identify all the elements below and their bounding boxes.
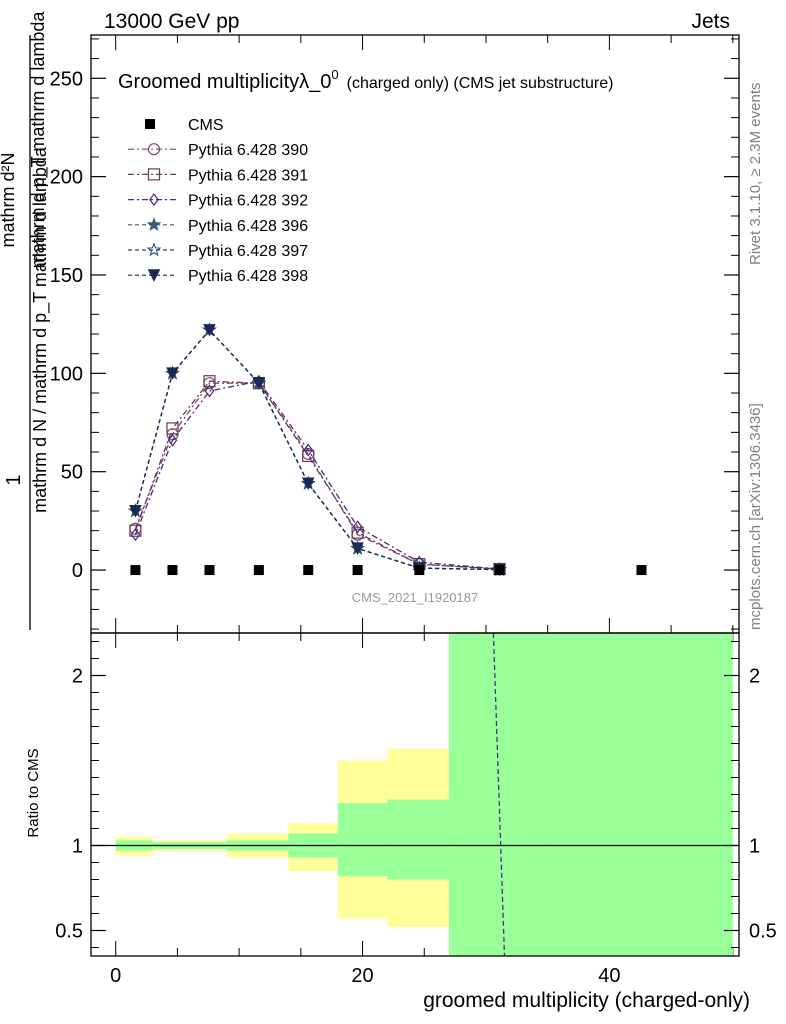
series-line	[134, 380, 500, 570]
series-point	[303, 443, 314, 457]
legend-marker	[149, 193, 159, 207]
rivet-label: Rivet 3.1.10, ≥ 2.3M events	[747, 83, 764, 266]
legend-label: Pythia 6.428 392	[188, 193, 308, 210]
y-tick-label: 200	[50, 167, 83, 189]
series-point	[351, 526, 364, 539]
series-point	[352, 520, 363, 534]
legend-marker	[147, 143, 161, 156]
y-tick-label: 50	[61, 462, 83, 484]
cms-data	[130, 565, 647, 576]
ratio-band-green	[547, 633, 733, 956]
series-point	[351, 542, 364, 556]
y-tick-label: 100	[50, 363, 83, 385]
y-tick-label: 0	[72, 560, 83, 582]
series-point	[301, 477, 315, 491]
legend-marker-cms	[145, 119, 155, 129]
main-ylabel: 1 mathrm d N / mathrm d p_T mathrm d lam…	[0, 11, 51, 630]
legend-label: Pythia 6.428 390	[188, 142, 308, 159]
legend: CMS Pythia 6.428 390 Pythia 6.428 391 Pythi…	[128, 117, 308, 285]
ratio-y-tick-label: 1	[72, 836, 83, 858]
series-point	[129, 524, 142, 537]
header-category: Jets	[691, 10, 730, 33]
cms-point	[303, 565, 314, 576]
series-line	[134, 380, 500, 570]
series-line	[134, 329, 500, 571]
ylabel-denominator: mathrm d N / mathrm d p_T mathrm d lambd…	[30, 146, 51, 513]
y-tick-label: 150	[50, 265, 83, 287]
series-2	[129, 375, 506, 576]
ratio-y-tick-label: 0.5	[55, 921, 83, 943]
ratio-band-green	[387, 799, 449, 880]
mcplots-label: mcplots.cern.ch [arXiv:1306.3436]	[747, 403, 764, 630]
ylabel-top-denominator: mathrm d p_T mathrm d lambda	[28, 11, 49, 269]
ratio-y-tick-label-right: 1	[749, 836, 760, 858]
legend-marker	[147, 168, 161, 181]
series-point	[129, 505, 142, 518]
ratio-frame	[90, 632, 740, 957]
series-line	[134, 329, 500, 571]
series-5	[128, 322, 507, 576]
ratio-plot: 0 20 40 0.5 0.5 1 1 2 2	[55, 632, 777, 987]
x-tick-label: 20	[351, 965, 373, 987]
cms-point	[130, 565, 141, 576]
cms-point	[414, 565, 425, 576]
cms-point	[204, 565, 215, 576]
title-subtitle: (charged only) (CMS jet substructure)	[347, 75, 614, 92]
x-axis-label: groomed multiplicity (charged-only)	[423, 989, 750, 1012]
ratio-y-tick-label-right: 2	[749, 666, 760, 688]
main-plot: 0 50 100 150 200 250	[50, 35, 739, 633]
title-main: Groomed multiplicityλ_0	[118, 71, 331, 93]
ylabel-numerator: 1	[3, 474, 25, 485]
cms-point	[167, 565, 178, 576]
series-point	[204, 384, 215, 398]
series-point	[252, 377, 266, 390]
cms-point	[636, 565, 647, 576]
ylabel-top-numerator: mathrm d²N	[0, 152, 18, 247]
plot-title: Groomed multiplicityλ_00 (charged only) (…	[118, 67, 613, 93]
x-tick-label: 0	[110, 965, 121, 987]
series-point	[203, 375, 216, 388]
ratio-y-tick-label-right: 0.5	[749, 921, 777, 943]
legend-label: Pythia 6.428 397	[188, 243, 308, 260]
title-superscript: 0	[331, 67, 338, 82]
cms-point	[352, 565, 363, 576]
analysis-label: CMS_2021_I1920187	[352, 590, 479, 605]
series-point	[130, 528, 141, 542]
series-3	[130, 374, 505, 576]
series-1	[129, 377, 506, 576]
legend-label-cms: CMS	[188, 117, 224, 134]
series-line	[134, 382, 500, 570]
series-point	[167, 433, 178, 447]
header-process: 13000 GeV pp	[104, 10, 239, 33]
ratio-series-line	[492, 632, 506, 957]
series-6	[129, 324, 506, 577]
series-4	[128, 322, 507, 576]
series-point	[203, 324, 216, 337]
legend-marker	[147, 269, 161, 282]
ratio-ylabel: Ratio to CMS	[25, 748, 42, 837]
y-tick-label: 250	[50, 68, 83, 90]
cms-point	[253, 565, 264, 576]
legend-marker	[146, 242, 162, 257]
x-tick-label: 40	[598, 965, 620, 987]
legend-marker	[146, 217, 162, 232]
cms-point	[494, 565, 505, 576]
legend-label: Pythia 6.428 398	[188, 268, 308, 285]
ratio-band-green	[337, 803, 388, 877]
legend-label: Pythia 6.428 391	[188, 167, 308, 184]
legend-label: Pythia 6.428 396	[188, 218, 308, 235]
ratio-y-tick-label: 2	[72, 666, 83, 688]
series-point	[166, 367, 179, 380]
series-line	[134, 329, 500, 571]
